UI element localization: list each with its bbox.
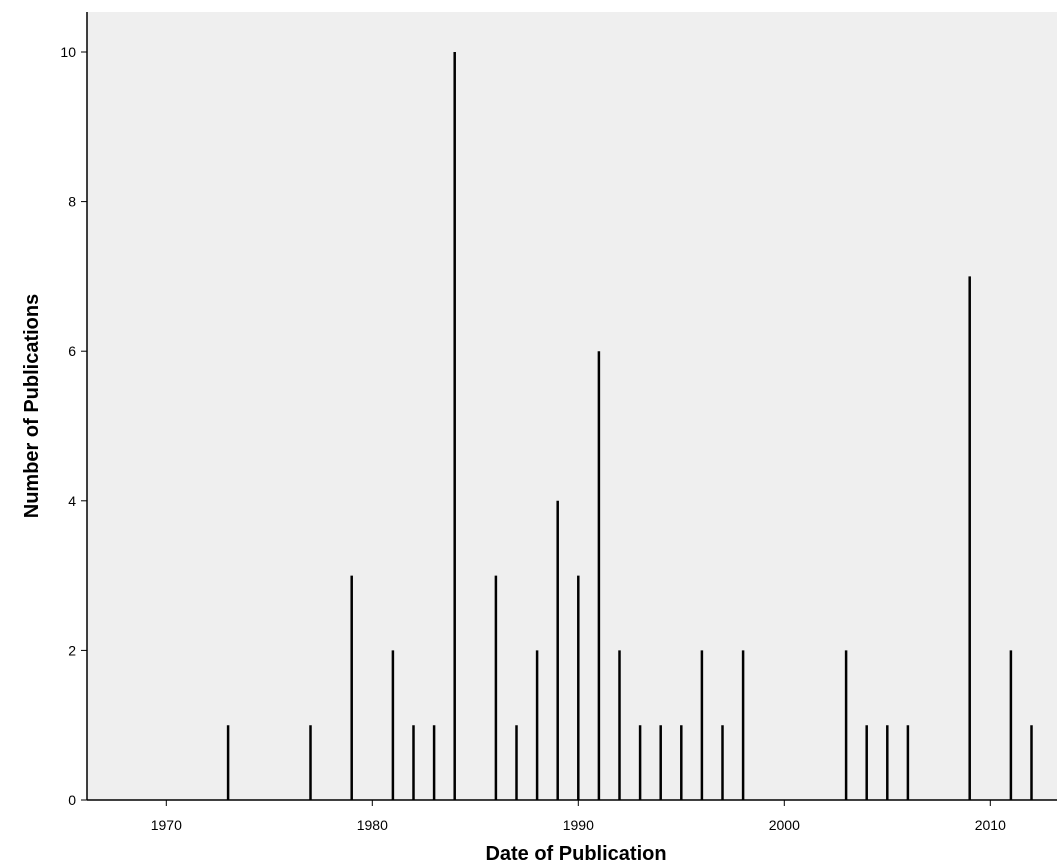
axes-group <box>86 12 1057 801</box>
y-tick-label: 10 <box>60 44 76 60</box>
bars-group <box>226 52 1033 800</box>
x-tick-label: 2000 <box>769 817 800 833</box>
x-tick-label: 1990 <box>563 817 594 833</box>
y-ticks-group: 0 2 4 6 8 10 <box>60 44 87 808</box>
y-tick-label: 2 <box>68 642 76 658</box>
plot-area <box>87 12 1057 800</box>
y-tick-label: 0 <box>68 792 76 808</box>
x-axis-title: Date of Publication <box>485 843 666 863</box>
y-tick-label: 4 <box>68 493 76 509</box>
x-ticks-group: 1970 1980 1990 2000 2010 <box>151 800 1006 833</box>
x-tick-label: 2010 <box>975 817 1006 833</box>
x-tick-label: 1980 <box>357 817 388 833</box>
x-tick-label: 1970 <box>151 817 182 833</box>
y-tick-label: 8 <box>68 194 76 210</box>
y-axis-title: Number of Publications <box>21 294 43 518</box>
y-tick-label: 6 <box>68 343 76 359</box>
